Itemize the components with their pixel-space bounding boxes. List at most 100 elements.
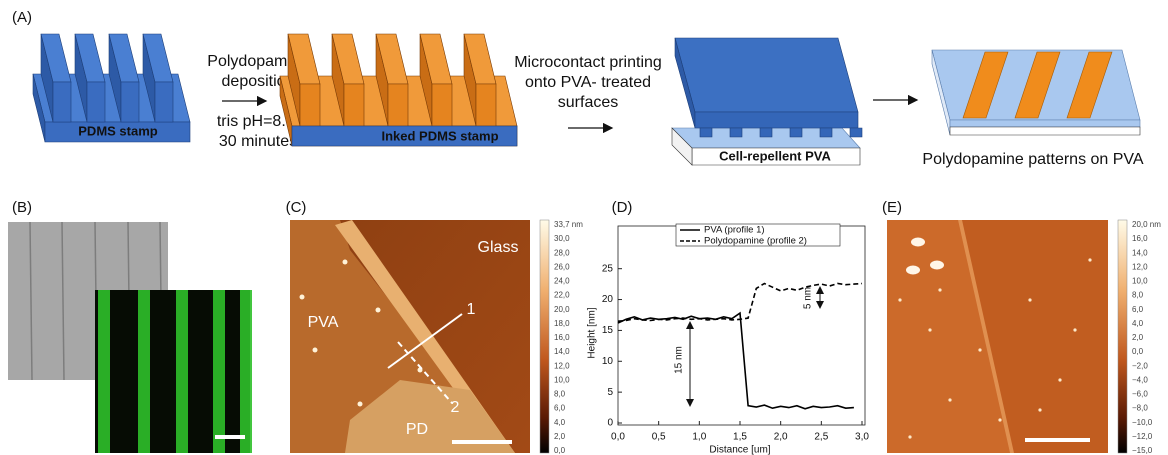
colorbar-label: −15,0	[1132, 446, 1153, 455]
colorbar-label: 10,0	[1132, 277, 1148, 286]
colorbar-label: 24,0	[554, 277, 570, 286]
label: (D)	[612, 199, 633, 216]
colorbar-label: 6,0	[554, 404, 566, 413]
y-axis-label: Height [nm]	[587, 307, 598, 358]
aggregate	[906, 266, 920, 275]
green-stripe	[213, 290, 225, 453]
colorbar-label: 20,0	[554, 305, 570, 314]
particle	[1058, 378, 1061, 381]
scale-bar	[215, 435, 245, 439]
x-axis-label: Distance [um]	[709, 445, 770, 455]
ridge-front	[53, 82, 71, 122]
colorbar-label: −10,0	[1132, 418, 1153, 427]
x-tick-label: 2,5	[814, 432, 828, 443]
colorbar-label: 30,0	[554, 234, 570, 243]
colorbar-label: 20,0 nm	[1132, 220, 1161, 229]
particle	[343, 260, 348, 265]
tooth	[700, 128, 712, 137]
block-front	[695, 112, 858, 128]
label: Glass	[478, 239, 519, 256]
ridge-front	[87, 82, 105, 122]
label: Cell-repellent PVA	[719, 148, 831, 163]
colorbar-label: −8,0	[1132, 404, 1148, 413]
label: 1	[467, 301, 476, 318]
y-tick-label: 25	[602, 263, 614, 274]
profile-line	[618, 313, 854, 409]
colorbar-label: 16,0	[554, 333, 570, 342]
particle	[376, 308, 381, 313]
y-tick-label: 10	[602, 356, 614, 367]
annotation: 5 nm	[803, 287, 814, 309]
label: PDMS stamp	[78, 123, 158, 138]
colorbar-label: 12,0	[554, 361, 570, 370]
colorbar-label: 6,0	[1132, 305, 1144, 314]
label: PD	[406, 421, 428, 438]
colorbar-label: 2,0	[554, 432, 566, 441]
legend-label: Polydopamine (profile 2)	[704, 236, 807, 247]
x-tick-label: 1,0	[692, 432, 706, 443]
ridge-front	[344, 84, 364, 126]
label: surfaces	[558, 94, 618, 111]
particle	[938, 288, 941, 291]
label: onto PVA- treated	[525, 74, 651, 91]
colorbar-label: 8,0	[1132, 291, 1144, 300]
tooth	[790, 128, 802, 137]
particle	[300, 295, 305, 300]
figure: (A)PDMS stampPolydopaminedepositiontris …	[0, 0, 1168, 455]
particle	[1088, 258, 1091, 261]
particle	[948, 398, 951, 401]
colorbar-label: 0,0	[1132, 347, 1144, 356]
tooth	[850, 128, 862, 137]
label: PVA	[308, 314, 339, 331]
x-tick-label: 3,0	[855, 432, 869, 443]
label: 2	[451, 399, 460, 416]
label: (B)	[12, 199, 32, 216]
colorbar-label: 14,0	[554, 347, 570, 356]
x-tick-label: 0,0	[611, 432, 625, 443]
scale-bar	[452, 440, 512, 444]
colorbar-label: 2,0	[1132, 333, 1144, 342]
ridge-front	[476, 84, 496, 126]
colorbar	[540, 220, 549, 453]
colorbar-label: 12,0	[1132, 262, 1148, 271]
colorbar-label: 0,0	[554, 446, 566, 455]
colorbar-label: 14,0	[1132, 248, 1148, 257]
ridge-front	[388, 84, 408, 126]
label: (C)	[286, 199, 307, 216]
label: Inked PDMS stamp	[381, 128, 498, 143]
colorbar-label: 26,0	[554, 262, 570, 271]
block-top	[675, 38, 858, 112]
tooth	[820, 128, 832, 137]
particle	[998, 418, 1001, 421]
y-tick-label: 15	[602, 325, 614, 336]
colorbar-label: 4,0	[1132, 319, 1144, 328]
colorbar-label: −6,0	[1132, 390, 1148, 399]
particle	[1073, 328, 1076, 331]
colorbar-label: 18,0	[554, 319, 570, 328]
x-tick-label: 1,5	[733, 432, 747, 443]
green-stripe	[240, 290, 252, 453]
x-tick-label: 2,0	[774, 432, 788, 443]
aggregate	[930, 261, 944, 270]
particle	[1038, 408, 1041, 411]
colorbar-label: −4,0	[1132, 375, 1148, 384]
colorbar-label: −2,0	[1132, 361, 1148, 370]
annotation: 15 nm	[674, 346, 685, 374]
particle	[358, 402, 363, 407]
label: (E)	[882, 199, 902, 216]
particle	[908, 435, 911, 438]
ridge-front	[300, 84, 320, 126]
x-tick-label: 0,5	[652, 432, 666, 443]
colorbar-label: 16,0	[1132, 234, 1148, 243]
label: 30 minutes	[219, 133, 297, 150]
ridge-front	[432, 84, 452, 126]
particle	[978, 348, 981, 351]
colorbar-label: 22,0	[554, 291, 570, 300]
colorbar-label: 4,0	[554, 418, 566, 427]
label: (A)	[12, 9, 32, 26]
green-stripe	[98, 290, 110, 453]
scale-bar	[1025, 438, 1090, 442]
green-stripe	[138, 290, 150, 453]
y-tick-label: 0	[607, 418, 613, 429]
result-front	[950, 120, 1140, 127]
